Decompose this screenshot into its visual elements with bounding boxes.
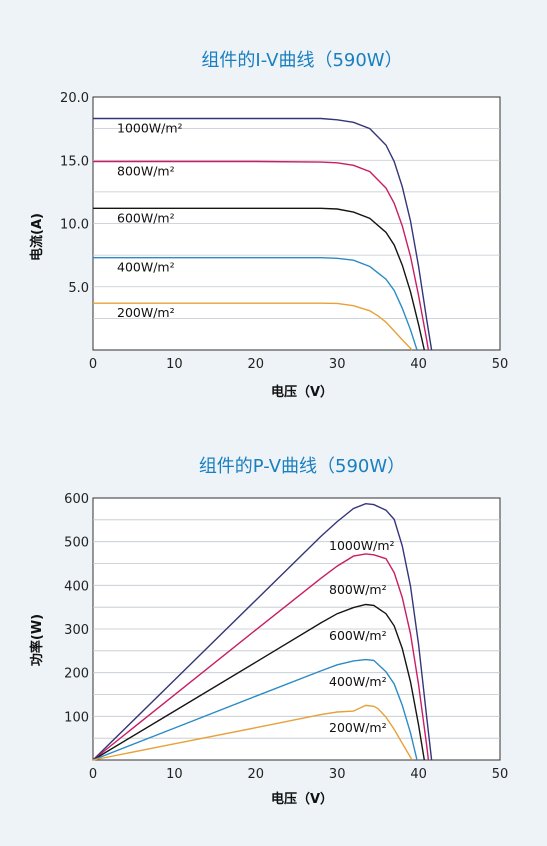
pv-y-tick-label: 400 xyxy=(64,579,89,594)
iv-series-label-2: 600W/m² xyxy=(117,210,175,225)
pv-x-tick-label: 0 xyxy=(89,767,97,782)
pv-x-tick-label: 50 xyxy=(492,767,509,782)
iv-series-label-0: 1000W/m² xyxy=(117,121,183,136)
iv-x-tick-label: 40 xyxy=(410,357,427,372)
pv-series-label-1: 800W/m² xyxy=(329,582,387,597)
iv-x-ticks: 0 10 20 30 40 50 xyxy=(89,357,508,372)
pv-curve-3 xyxy=(92,658,418,761)
pv-series-label-0: 1000W/m² xyxy=(329,538,395,553)
pv-series-label-2: 600W/m² xyxy=(329,628,387,643)
pv-y-tick-label: 300 xyxy=(64,623,89,638)
pv-x-tick-label: 40 xyxy=(410,767,427,782)
pv-x-ticks: 0 10 20 30 40 50 xyxy=(89,767,508,782)
iv-y-tick-label: 20.0 xyxy=(60,91,89,106)
iv-x-axis-title: 电压（V） xyxy=(271,384,333,400)
iv-curve-2 xyxy=(93,207,425,351)
pv-chart-title: 组件的P-V曲线（590W） xyxy=(199,456,405,477)
pv-series-label-4: 200W/m² xyxy=(329,720,387,735)
pv-y-tick-label: 100 xyxy=(64,710,89,725)
iv-curve-3 xyxy=(93,257,418,351)
pv-curve-4 xyxy=(92,704,413,761)
iv-curve-0 xyxy=(93,117,433,351)
pv-y-tick-label: 600 xyxy=(64,492,89,507)
pv-y-ticks: 100 200 300 400 500 600 xyxy=(64,492,89,725)
pv-y-tick-label: 200 xyxy=(64,667,89,682)
pv-x-tick-label: 10 xyxy=(166,767,183,782)
iv-y-tick-label: 15.0 xyxy=(60,154,89,169)
iv-series-label-4: 200W/m² xyxy=(117,305,175,320)
iv-series-label-1: 800W/m² xyxy=(117,164,175,179)
iv-x-tick-label: 50 xyxy=(492,357,509,372)
pv-y-axis-title: 功率(W) xyxy=(29,614,45,666)
iv-y-tick-label: 5.0 xyxy=(68,281,89,296)
iv-x-tick-label: 0 xyxy=(89,357,97,372)
iv-x-tick-label: 30 xyxy=(329,357,346,372)
pv-curve-0 xyxy=(92,502,433,761)
iv-x-tick-label: 20 xyxy=(248,357,265,372)
iv-curve-4 xyxy=(93,302,413,351)
pv-curves xyxy=(92,502,433,761)
iv-y-tick-label: 10.0 xyxy=(60,218,89,233)
pv-x-tick-label: 30 xyxy=(329,767,346,782)
iv-gridlines xyxy=(93,128,500,319)
pv-series-labels: 1000W/m² 800W/m² 600W/m² 400W/m² 200W/m² xyxy=(329,538,395,735)
pv-y-tick-label: 500 xyxy=(64,536,89,551)
pv-x-axis-title: 电压（V） xyxy=(271,791,333,807)
iv-series-labels: 1000W/m² 800W/m² 600W/m² 400W/m² 200W/m² xyxy=(117,121,183,321)
pv-curve-1 xyxy=(92,553,430,761)
iv-chart-title: 组件的I-V曲线（590W） xyxy=(201,50,402,71)
pv-series-label-3: 400W/m² xyxy=(329,674,387,689)
pv-curve-2 xyxy=(92,603,425,761)
iv-y-ticks: 5.0 10.0 15.0 20.0 xyxy=(60,91,89,296)
iv-series-label-3: 400W/m² xyxy=(117,260,175,275)
pv-gridlines xyxy=(93,519,500,739)
iv-y-axis-title: 电流(A) xyxy=(29,213,45,261)
iv-x-tick-label: 10 xyxy=(166,357,183,372)
iv-curve-1 xyxy=(93,160,430,351)
pv-x-tick-label: 20 xyxy=(248,767,265,782)
iv-curves xyxy=(93,117,433,351)
